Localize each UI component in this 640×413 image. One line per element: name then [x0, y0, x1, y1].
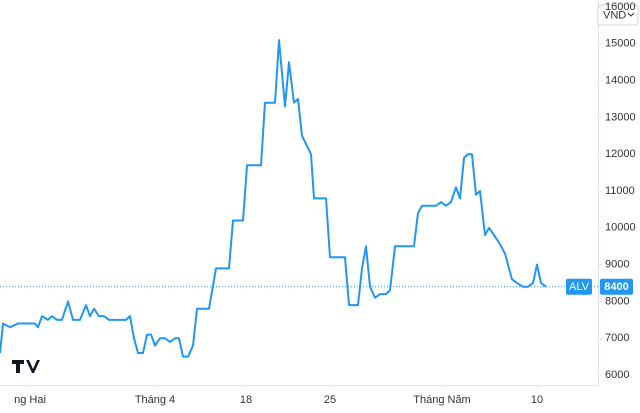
currency-box[interactable] — [597, 4, 639, 26]
y-tick-label: 14000 — [605, 75, 636, 87]
y-tick-label: 7000 — [605, 332, 629, 344]
last-price-badge — [600, 278, 633, 295]
y-tick-label: 13000 — [605, 111, 636, 123]
y-tick-label: 11000 — [605, 185, 635, 197]
x-tick-label: ng Hai — [14, 394, 46, 406]
price-line — [0, 39, 547, 358]
dropdown-arrow — [627, 12, 635, 17]
logo — [12, 360, 40, 373]
last-price-label: 8400 — [604, 281, 628, 293]
y-tick-label: 6000 — [605, 369, 629, 381]
y-tick-label: 12000 — [605, 148, 636, 160]
symbol-label: ALV — [569, 281, 590, 293]
x-tick-label: Tháng 4 — [135, 394, 175, 406]
x-tick-label: 10 — [531, 394, 543, 406]
y-tick-label: 9000 — [605, 259, 629, 271]
symbol-badge — [566, 278, 592, 295]
x-tick-label: Tháng Năm — [413, 394, 470, 406]
y-tick-label: 16000 — [605, 1, 636, 13]
currency-label[interactable]: VND — [603, 9, 626, 21]
y-tick-label: 10000 — [605, 222, 636, 234]
logo-mark — [12, 360, 40, 373]
y-tick-label: 15000 — [605, 38, 636, 50]
y-tick-label: 8000 — [605, 295, 629, 307]
x-tick-label: 25 — [324, 394, 336, 406]
x-tick-label: 18 — [240, 394, 252, 406]
currency-select[interactable]: VND — [597, 4, 639, 26]
